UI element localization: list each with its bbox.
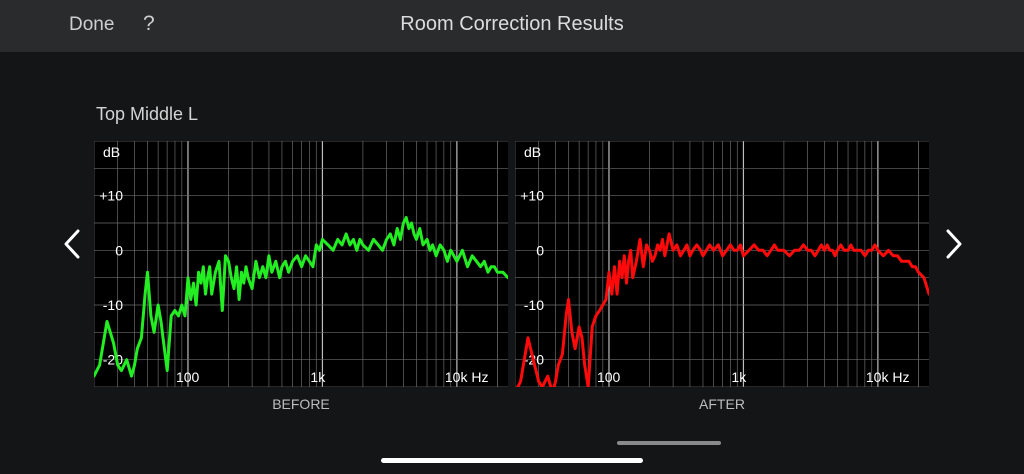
y-tick-label: -10 (103, 297, 123, 313)
x-tick-label: 1k (310, 369, 326, 385)
speaker-label: Top Middle L (96, 104, 199, 124)
after-caption: AFTER (699, 396, 745, 412)
horizontal-scrollbar[interactable] (617, 441, 721, 445)
y-tick-label: 0 (115, 242, 123, 258)
y-tick-label: +10 (99, 188, 123, 204)
x-tick-label: 10k Hz (445, 369, 489, 385)
y-axis-label: dB (103, 144, 120, 160)
navigation-bar: Done ? Room Correction Results (0, 0, 1024, 52)
page-title: Room Correction Results (400, 13, 624, 35)
x-tick-label: 10k Hz (866, 369, 910, 385)
chevron-left-icon (64, 229, 80, 259)
y-tick-label: +10 (520, 188, 544, 204)
x-tick-label: 100 (176, 369, 200, 385)
y-tick-label: -20 (103, 352, 123, 368)
next-speaker-button[interactable] (938, 228, 968, 260)
help-button[interactable]: ? (143, 12, 155, 35)
plot-area (515, 141, 929, 387)
x-tick-label: 100 (597, 369, 621, 385)
y-axis-label: dB (524, 144, 541, 160)
y-tick-label: -10 (524, 297, 544, 313)
y-tick-label: 0 (536, 242, 544, 258)
series-line (516, 232, 929, 387)
series-line (94, 216, 508, 378)
chevron-right-icon (946, 229, 962, 259)
done-button[interactable]: Done (69, 14, 115, 35)
previous-speaker-button[interactable] (58, 228, 88, 260)
home-indicator (381, 458, 643, 463)
before-caption: BEFORE (272, 396, 330, 412)
before-chart: dB +10 0 -10 -20 100 1k 10k Hz (94, 141, 508, 387)
x-tick-label: 1k (731, 369, 747, 385)
